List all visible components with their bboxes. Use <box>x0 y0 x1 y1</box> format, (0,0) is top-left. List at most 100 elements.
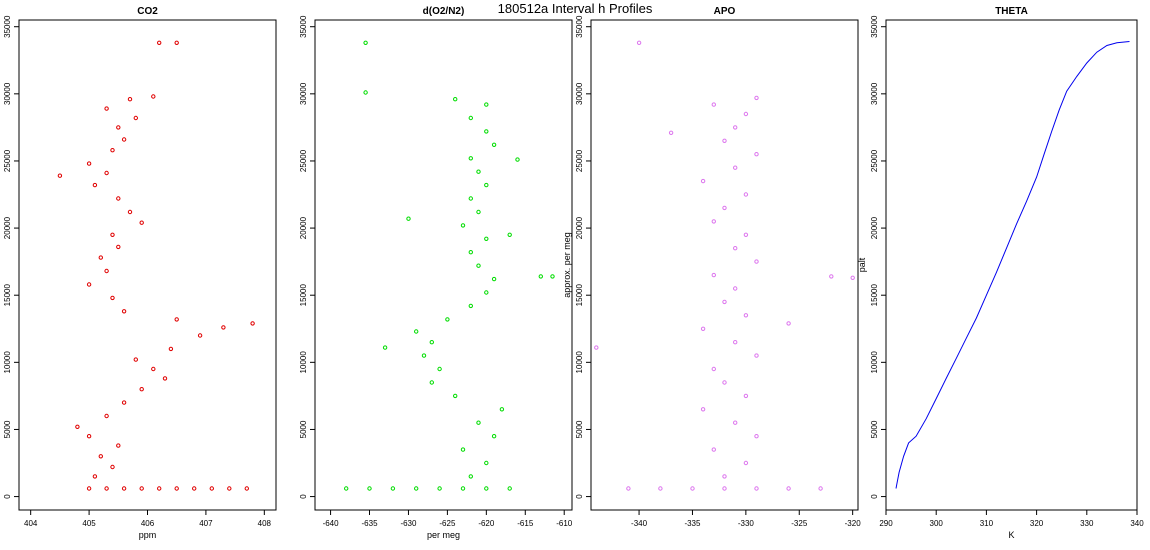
data-point <box>754 434 759 439</box>
data-point <box>786 486 791 491</box>
y-tick-label: 10000 <box>3 351 12 374</box>
data-point <box>104 170 109 176</box>
x-tick-label: 406 <box>141 519 155 528</box>
data-point <box>700 407 706 412</box>
data-point <box>743 111 749 117</box>
plot-frame <box>885 19 1138 511</box>
data-point <box>499 407 505 412</box>
data-point <box>174 317 179 322</box>
data-point <box>157 486 162 491</box>
chart-title: THETA <box>995 6 1028 17</box>
x-tick-label: -625 <box>439 519 456 528</box>
series-line <box>895 41 1130 489</box>
chart-panel-4: THETA 290 300 310 320 330 340 0 5000 10000 15000 20… <box>857 6 1144 540</box>
data-point <box>390 486 396 491</box>
data-point <box>110 295 115 301</box>
y-tick-label: 15000 <box>870 284 879 307</box>
data-point <box>711 102 716 107</box>
y-tick-label: 0 <box>575 494 584 499</box>
plot-frame <box>590 19 859 511</box>
data-point <box>786 321 791 326</box>
data-point <box>127 209 133 215</box>
x-tick-label: -330 <box>738 519 755 528</box>
x-tick-label: 340 <box>1130 519 1144 528</box>
y-tick-label: 30000 <box>3 82 12 105</box>
data-point <box>515 157 520 162</box>
x-tick-label: 404 <box>24 519 38 528</box>
data-point <box>468 115 473 121</box>
data-point <box>104 413 109 419</box>
data-point <box>460 486 466 491</box>
data-point <box>491 142 497 148</box>
data-point <box>121 400 127 405</box>
data-point <box>711 272 716 278</box>
data-point <box>722 474 727 479</box>
data-point <box>133 115 139 121</box>
data-point <box>626 486 631 491</box>
data-point <box>722 205 727 211</box>
data-point <box>507 232 512 238</box>
panels: CO2 404 405 406 407 408 0 5000 10000 15000 20000 25… <box>3 6 1144 540</box>
y-tick-label: 0 <box>870 494 879 499</box>
data-point <box>110 148 115 153</box>
x-tick-label: -340 <box>631 519 648 528</box>
x-tick-label: -630 <box>400 519 417 528</box>
data-point <box>151 94 156 99</box>
data-point <box>437 486 442 491</box>
y-tick-label: 5000 <box>3 420 12 438</box>
data-point <box>711 366 716 372</box>
data-point <box>468 250 473 255</box>
x-tick-label: -635 <box>362 519 379 528</box>
data-point <box>722 380 727 385</box>
data-point <box>743 393 749 399</box>
data-point <box>429 340 434 345</box>
data-point <box>139 387 144 392</box>
x-tick-label: 290 <box>879 519 893 528</box>
x-tick-label: 330 <box>1080 519 1094 528</box>
data-point <box>476 420 481 425</box>
y-tick-label: 20000 <box>575 216 584 239</box>
y-tick-label: 5000 <box>870 420 879 438</box>
data-point <box>116 125 121 130</box>
data-point <box>733 246 738 251</box>
figure-title: 180512a Interval h Profiles <box>498 1 653 16</box>
y-tick-label: 15000 <box>299 284 308 307</box>
y-tick-label: 25000 <box>575 149 584 172</box>
data-point <box>57 173 63 178</box>
data-point <box>700 178 706 184</box>
data-point <box>476 209 481 215</box>
data-point <box>250 321 255 326</box>
data-point <box>754 353 759 358</box>
data-point <box>743 313 749 318</box>
data-point <box>104 486 109 491</box>
data-point <box>754 486 759 491</box>
x-tick-label: -620 <box>478 519 495 528</box>
data-point <box>476 263 481 268</box>
y-axis-label: approx. per meg <box>562 232 572 298</box>
data-point <box>86 282 92 287</box>
data-point <box>197 333 203 338</box>
chart-panel-2: d(O2/N2) -640 -635 -630 -625 -620 -615 -610 0 500… <box>299 6 573 540</box>
data-point <box>743 460 749 466</box>
data-point <box>754 152 759 157</box>
data-point <box>743 192 749 197</box>
data-point <box>484 182 489 188</box>
data-point <box>98 454 104 459</box>
data-point <box>722 486 727 491</box>
data-point <box>733 286 738 291</box>
data-point <box>733 420 738 425</box>
data-point <box>110 232 115 238</box>
y-tick-label: 25000 <box>299 149 308 172</box>
data-point <box>121 309 127 314</box>
x-tick-label: -615 <box>517 519 534 528</box>
y-tick-label: 35000 <box>575 15 584 38</box>
data-point <box>363 90 368 95</box>
chart-title: d(O2/N2) <box>423 6 465 17</box>
y-tick-label: 5000 <box>299 420 308 438</box>
plot-frame <box>314 19 573 511</box>
data-point <box>711 447 716 452</box>
data-point <box>133 357 139 362</box>
data-point <box>754 95 759 101</box>
data-point <box>636 40 642 45</box>
data-point <box>139 220 144 225</box>
